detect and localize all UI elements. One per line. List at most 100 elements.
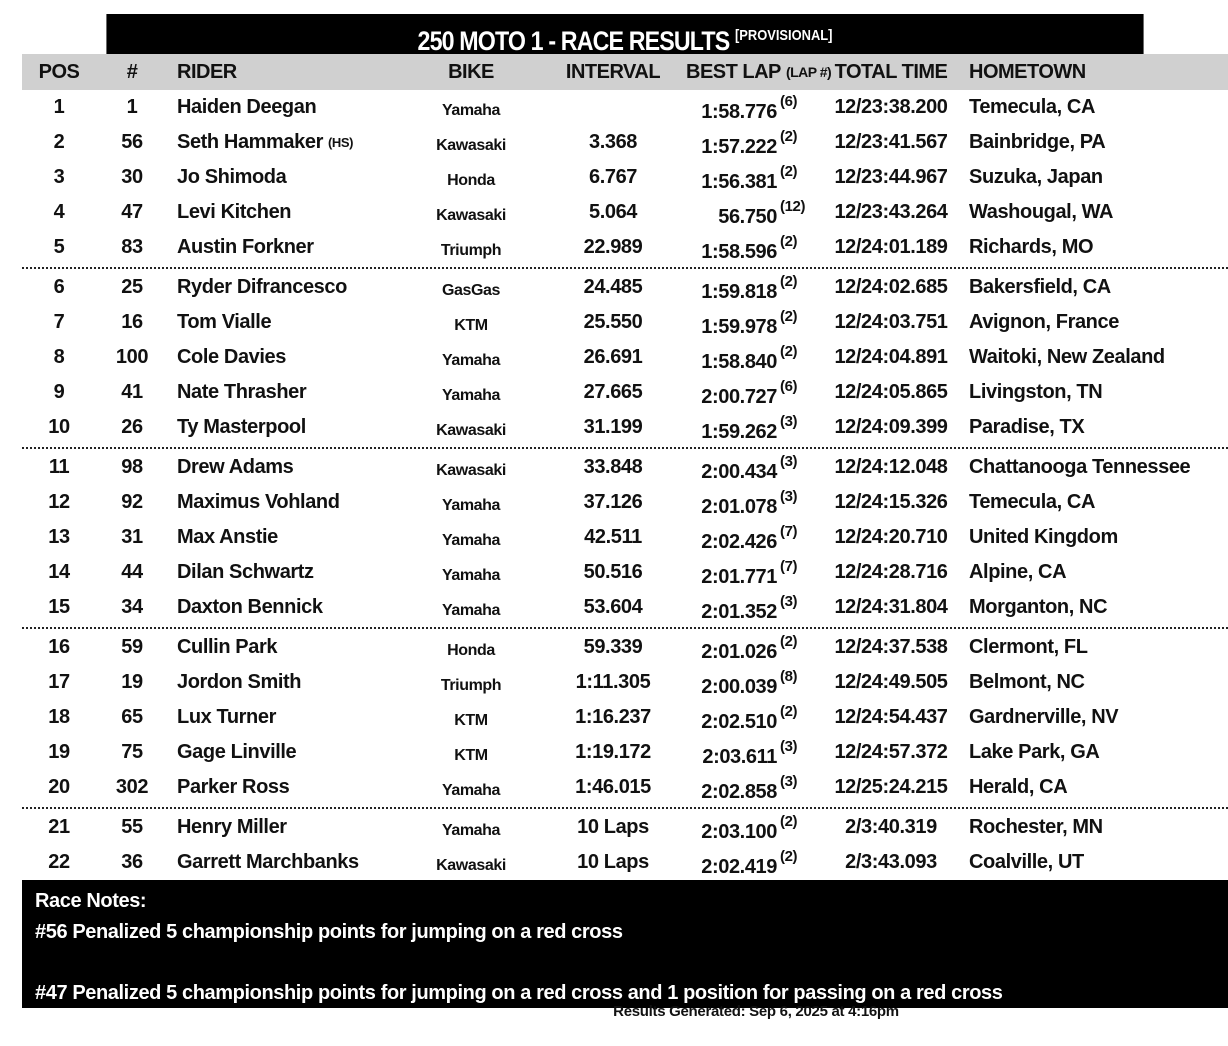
bike-text: Yamaha [441, 351, 501, 369]
rider-text: Haiden Deegan [177, 96, 317, 118]
cell-num: 98 [102, 450, 162, 485]
cell-pos: 15 [22, 590, 96, 625]
table-row: 7 16 Tom Vialle KTM 25.550 1:59.978 (2) 12/24:0… [22, 305, 1228, 340]
interval-text: 50.516 [583, 561, 643, 583]
cell-bike: Kawasaki [402, 125, 540, 163]
lap-text: (12) [780, 198, 806, 215]
cell-num: 75 [102, 735, 162, 770]
home-text: Chattanooga Tennessee [969, 456, 1191, 478]
home-text: Temecula, CA [969, 491, 1095, 513]
cell-interval: 10 Laps [552, 845, 674, 880]
cell-rider: Cole Davies [177, 340, 286, 375]
cell-home: Coalville, UT [969, 845, 1084, 880]
bike-text: Yamaha [441, 386, 501, 404]
header-interval: INTERVAL [565, 60, 661, 83]
results-generated: Results Generated: Sep 6, 2025 at 4:16pm [613, 1003, 899, 1020]
rider-text: Garrett Marchbanks [177, 851, 359, 873]
table-row: 18 65 Lux Turner KTM 1:16.237 2:02.510 (2) 12/2… [22, 700, 1228, 735]
group-divider [22, 627, 1228, 629]
best-lap-text: 2:01.026 [701, 641, 777, 663]
num-text: 59 [121, 636, 143, 658]
cell-bike: Kawasaki [402, 845, 540, 883]
cell-num: 41 [102, 375, 162, 410]
bike-text: Yamaha [441, 101, 501, 119]
table-row: 14 44 Dilan Schwartz Yamaha 50.516 2:01.771 (7… [22, 555, 1228, 590]
table-row: 12 92 Maximus Vohland Yamaha 37.126 2:01.078(… [22, 485, 1228, 520]
bike-text: GasGas [441, 281, 501, 299]
table-row: 5 83 Austin Forkner Triumph 22.989 1:58.596 (2… [22, 230, 1228, 265]
bike-text: Honda [447, 641, 495, 659]
total-text: 12/24:04.891 [834, 346, 948, 368]
cell-pos: 5 [22, 230, 96, 265]
best-lap-text: 1:58.840 [701, 351, 777, 373]
cell-pos: 9 [22, 375, 96, 410]
cell-num: 59 [102, 630, 162, 665]
bike-text: Kawasaki [436, 461, 506, 479]
cell-num: 36 [102, 845, 162, 880]
lap-text: (3) [780, 488, 798, 505]
cell-pos: 6 [22, 270, 96, 305]
bike-text: Yamaha [441, 781, 501, 799]
home-text: Paradise, TX [969, 416, 1085, 438]
rider-text: Daxton Bennick [177, 596, 323, 618]
cell-bike: Yamaha [402, 340, 540, 378]
cell-pos: 16 [22, 630, 96, 665]
total-text: 12/24:15.326 [834, 491, 948, 513]
home-text: Bainbridge, PA [969, 131, 1106, 153]
rider-text: Jordon Smith [177, 671, 302, 693]
interval-text: 31.199 [583, 416, 643, 438]
lap-text: (8) [780, 668, 798, 685]
cell-home: Bainbridge, PA [969, 125, 1106, 160]
total-text: 12/24:20.710 [834, 526, 948, 548]
best-lap-text: 1:59.818 [701, 281, 777, 303]
table-row: 9 41 Nate Thrasher Yamaha 27.665 2:00.727 (6) 1… [22, 375, 1228, 410]
lap-text: (2) [780, 633, 798, 650]
cell-lap: (2) [780, 804, 798, 839]
cell-pos: 8 [22, 340, 96, 375]
cell-rider: Seth Hammaker (HS) [177, 125, 354, 160]
interval-text: 37.126 [583, 491, 643, 513]
cell-total: 12/23:44.967 [830, 160, 952, 195]
cell-home: Livingston, TN [969, 375, 1103, 410]
cell-total: 12/24:12.048 [830, 450, 952, 485]
interval-text: 42.511 [584, 526, 642, 548]
cell-rider: Tom Vialle [177, 305, 272, 340]
cell-lap: (2) [780, 154, 798, 189]
cell-home: Suzuka, Japan [969, 160, 1103, 195]
cell-num: 100 [102, 340, 162, 375]
lap-text: (6) [780, 93, 798, 110]
best-lap-text: 2:00.434 [701, 461, 777, 483]
cell-total: 12/25:24.215 [830, 770, 952, 805]
cell-rider: Levi Kitchen [177, 195, 292, 230]
cell-total: 12/24:02.685 [830, 270, 952, 305]
race-notes: Race Notes: #56 Penalized 5 championship… [22, 880, 1228, 1008]
cell-best-lap: 2:00.727 [677, 375, 777, 415]
table-row: 8 100 Cole Davies Yamaha 26.691 1:58.840 (2) 12… [22, 340, 1228, 375]
bike-text: Honda [447, 171, 495, 189]
cell-best-lap: 2:01.352 [677, 590, 777, 630]
rider-text: Drew Adams [177, 456, 294, 478]
cell-home: Rochester, MN [969, 810, 1103, 845]
rider-text: Maximus Vohland [177, 491, 340, 513]
pos-text: 10 [48, 416, 70, 438]
pos-text: 14 [48, 561, 70, 583]
cell-lap: (2) [780, 694, 798, 729]
cell-best-lap: 2:01.771 [677, 555, 777, 595]
header-pos: POS [38, 60, 80, 83]
num-text: 83 [121, 236, 143, 258]
best-lap-text: 1:58.776 [701, 101, 777, 123]
cell-lap: (7) [780, 549, 798, 584]
cell-total: 12/24:15.326 [830, 485, 952, 520]
interval-text: 53.604 [583, 596, 643, 618]
cell-home: Gardnerville, NV [969, 700, 1119, 735]
total-text: 12/23:38.200 [834, 96, 948, 118]
table-row: 15 34 Daxton Bennick Yamaha 53.604 2:01.352 (3… [22, 590, 1228, 625]
cell-pos: 4 [22, 195, 96, 230]
cell-bike: Honda [402, 630, 540, 668]
bike-text: Kawasaki [436, 206, 506, 224]
cell-interval: 10 Laps [552, 810, 674, 845]
cell-rider: Parker Ross [177, 770, 290, 805]
cell-best-lap: 2:02.510 [677, 700, 777, 740]
best-lap-text: 2:01.352 [701, 601, 777, 623]
num-text: 31 [121, 526, 143, 548]
